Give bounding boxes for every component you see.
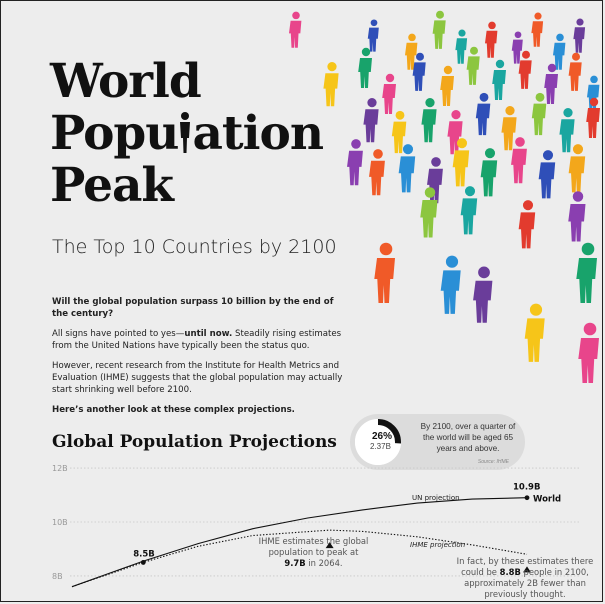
series-end-label-world: World [533,495,561,505]
callout-percent: 26% [372,431,393,442]
aging-callout: 26% 2.37B By 2100, over a quarter of the… [350,414,525,470]
section-title: Global Population Projections [52,432,337,452]
person-icon [452,138,470,187]
title-line-2: Popu ation [50,106,324,161]
callout-source: Source: IHME [477,459,509,465]
intro-paragraph-1: All signs have pointed to yes—until now.… [52,328,352,352]
donut-chart [355,419,401,465]
person-icon [492,59,506,100]
page-title: World Popu ation Peak [50,54,324,213]
person-icon [484,21,498,58]
person-icon [447,109,463,155]
person-icon [524,303,545,362]
person-icon [420,187,438,238]
person-icon [544,63,558,104]
end-annotation-post: people in 2100, [520,567,589,577]
person-icon [559,107,575,153]
person-icon [511,137,527,184]
point-2030 [140,560,146,565]
person-icon [367,19,379,52]
person-icon [178,111,192,153]
person-icon [460,186,478,235]
person-icon [391,110,407,154]
person-icon [531,92,547,136]
person-icon [552,33,566,70]
person-icon [427,157,443,204]
peak-annotation-value: 9.7B [284,558,306,568]
y-tick-label: 12B [52,464,68,473]
person-icon [398,144,416,193]
person-icon [466,46,480,85]
population-chart: 8B 10B 12B UN projection IHME projection 8.5B… [52,464,580,588]
series-label-ihme: IHME projection [410,541,465,549]
person-icon [576,242,597,303]
peak-annotation: IHME estimates the global population to … [256,536,371,569]
person-icon [511,31,523,64]
person-icon [538,150,556,199]
series-line-un [71,497,528,588]
person-icon [412,52,426,91]
person-icon [358,47,372,88]
annotation-marker-peak [325,542,334,549]
person-icon [586,97,600,138]
person-icon [421,97,437,143]
person-icon [518,200,536,249]
series-label-un: UN projection [412,494,460,502]
intro-question: Will the global population surpass 10 bi… [52,297,334,319]
person-icon [374,242,395,303]
person-icon [568,52,582,91]
title-part-popu: Popu [50,106,179,161]
person-icon [288,11,302,48]
title-line-3: Peak [50,158,174,213]
person-icon [347,139,363,186]
person-icon [568,144,586,193]
person-icon [475,92,491,136]
intro-text: Will the global population surpass 10 bi… [52,296,352,424]
intro-closing: Here’s another look at these complex pro… [52,405,295,415]
person-icon [578,322,599,383]
data-label-2100: 10.9B [513,483,540,493]
callout-text: By 2100, over a quarter of the world wil… [420,422,516,453]
y-tick-label: 10B [52,518,68,527]
title-part-ation: ation [192,106,324,161]
y-tick-label: 8B [52,572,63,581]
person-icon [404,33,418,70]
person-icon [323,61,339,107]
callout-value: 2.37B [370,442,391,451]
peak-annotation-line-1: IHME estimates the global [258,536,369,546]
person-icon [382,73,396,114]
annotation-marker-end [523,566,531,573]
end-annotation-line-1: In fact, by these estimates there [456,556,594,566]
person-icon [369,149,385,196]
peak-annotation-line-2: population to peak at [268,547,359,557]
end-annotation-value: 8.8B [499,567,521,577]
person-icon [432,10,446,49]
intro-paragraph-2: However, recent research from the Instit… [52,361,343,395]
person-icon [455,29,468,64]
person-icon [531,12,544,47]
intro-p1-bold: until now. [184,329,233,339]
donut-share-arc [355,419,401,465]
person-icon [586,75,600,112]
person-icon [501,105,517,151]
title-line-1: World [50,54,202,109]
person-icon [568,191,586,242]
person-icon [480,148,498,197]
page-subtitle: The Top 10 Countries by 2100 [52,236,337,258]
end-annotation-pre: could be [461,567,500,577]
person-icon [440,255,461,314]
person-icon [440,65,454,106]
intro-p1-start: All signs have pointed to yes— [52,329,185,339]
point-2100-un [524,495,530,501]
person-icon [363,97,379,143]
end-annotation-line-4: previously thought. [484,589,566,599]
person-icon [573,18,586,53]
end-annotation-line-3: approximately 2B fewer than [464,578,586,588]
person-icon [518,50,532,89]
peak-annotation-tail: in 2064. [305,558,343,568]
end-annotation: In fact, by these estimates there could … [450,556,600,600]
data-label-2030: 8.5B [133,549,155,559]
intro-p1-end: Steadily rising estimates from the Unite… [52,329,342,351]
person-icon [473,266,493,323]
